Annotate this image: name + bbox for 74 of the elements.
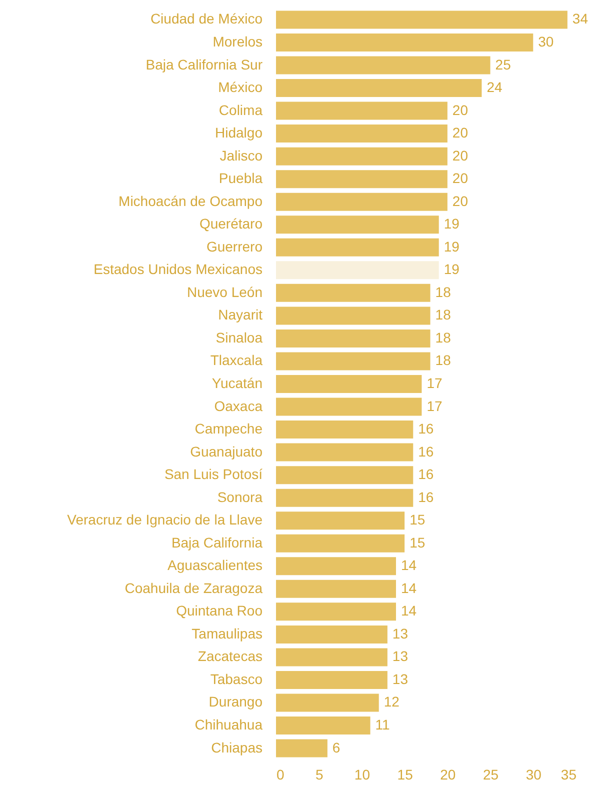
y-tick-label: Veracruz de Ignacio de la Llave: [67, 512, 263, 528]
data-label: 16: [418, 420, 434, 437]
data-label: 15: [410, 534, 426, 550]
y-tick-label: Ciudad de México: [150, 10, 263, 27]
data-label: 13: [392, 648, 408, 664]
x-tick-label: 25: [482, 766, 499, 782]
data-label: 6: [332, 739, 340, 756]
y-tick-label: Oaxaca: [214, 398, 263, 414]
y-tick-label: San Luis Potosí: [164, 466, 263, 482]
data-label: 34: [572, 10, 588, 27]
x-tick-label: 30: [526, 766, 542, 782]
data-label: 12: [384, 694, 400, 710]
y-tick-label: Tlaxcala: [210, 352, 263, 368]
y-tick-label: Tamaulipas: [192, 625, 262, 642]
y-tick-label: Baja California: [171, 534, 263, 550]
y-tick-label: Coahuila de Zaragoza: [124, 580, 263, 596]
data-label: 14: [401, 557, 417, 574]
data-label: 11: [375, 716, 390, 733]
y-tick-label: Chiapas: [211, 739, 262, 756]
y-tick-label: Campeche: [194, 420, 263, 437]
data-label: 17: [426, 398, 442, 414]
y-tick-label: Nuevo León: [186, 284, 262, 300]
data-label: 20: [452, 170, 468, 186]
y-tick-label: Colima: [218, 102, 263, 118]
data-label: 30: [538, 33, 554, 50]
y-tick-label: Michoacán de Ocampo: [118, 192, 263, 209]
y-tick-label: Aguascalientes: [168, 557, 262, 574]
data-label: 16: [418, 443, 434, 460]
y-tick-label: Guerrero: [206, 238, 263, 254]
y-tick-label: Hidalgo: [215, 124, 263, 141]
data-label: 13: [392, 670, 408, 687]
data-label: 16: [418, 488, 434, 505]
y-tick-label: Durango: [208, 694, 263, 710]
y-tick-label: Sonora: [217, 488, 263, 505]
y-tick-label: Sinaloa: [216, 329, 263, 346]
y-tick-label: Zacatecas: [198, 648, 262, 664]
data-label: 18: [435, 329, 452, 346]
data-label: 13: [392, 625, 408, 642]
data-label: 16: [418, 466, 434, 482]
data-label: 14: [401, 602, 417, 619]
y-tick-label: Guanajuato: [190, 443, 263, 460]
y-tick-label: Chihuahua: [194, 716, 263, 733]
x-tick-label: 0: [276, 766, 284, 782]
x-tick-label: 5: [315, 766, 324, 782]
data-label: 18: [435, 352, 452, 368]
data-label: 20: [452, 124, 468, 141]
y-tick-label: Jalisco: [220, 147, 263, 164]
y-tick-label: Puebla: [218, 170, 263, 186]
data-label: 20: [452, 192, 468, 209]
y-tick-label: México: [218, 79, 263, 96]
data-label: 18: [435, 284, 452, 300]
y-tick-label: Quintana Roo: [176, 602, 263, 619]
x-tick-label: 15: [397, 766, 414, 782]
y-tick-label: Tabasco: [210, 670, 263, 687]
y-tick-label: Morelos: [212, 33, 262, 50]
data-label: 20: [452, 147, 468, 164]
data-label: 18: [435, 306, 452, 323]
y-tick-label: Nayarit: [218, 306, 263, 323]
data-label: 15: [410, 512, 426, 528]
data-label: 19: [444, 216, 460, 232]
data-label: 14: [401, 580, 417, 596]
y-tick-label: Querétaro: [199, 216, 263, 232]
data-label: 19: [444, 261, 460, 278]
y-tick-label: Estados Unidos Mexicanos: [94, 261, 262, 278]
data-label: 24: [486, 79, 502, 96]
data-label: 17: [426, 375, 442, 391]
x-tick-label: 10: [354, 766, 370, 782]
x-tick-label: 35: [560, 766, 577, 782]
y-tick-label: Yucatán: [212, 375, 262, 391]
data-label: 20: [452, 102, 468, 118]
data-label: 25: [495, 56, 512, 72]
data-label: 19: [444, 238, 460, 254]
y-tick-label: Baja California Sur: [146, 56, 263, 72]
x-tick-label: 20: [440, 766, 456, 782]
